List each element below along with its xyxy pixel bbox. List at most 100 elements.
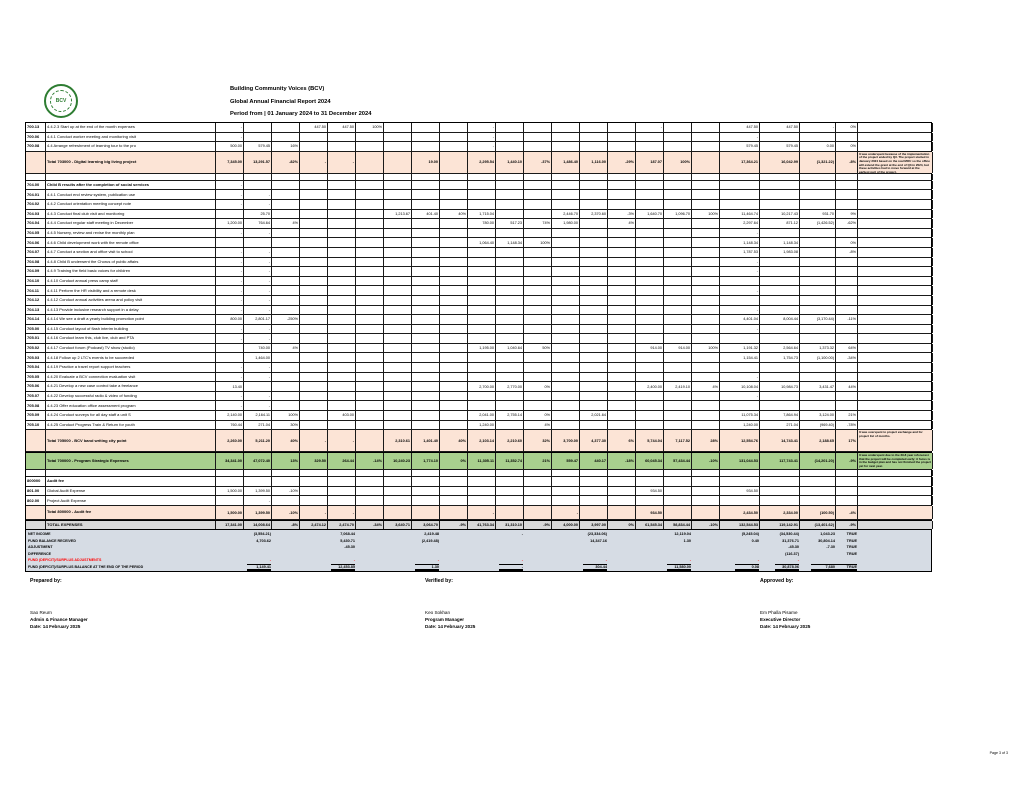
table-cell	[272, 190, 300, 199]
table-cell: 2,755.14	[496, 411, 524, 420]
table-cell	[552, 334, 580, 343]
note-cell	[858, 521, 933, 529]
table-cell: 2,021.64	[580, 411, 608, 420]
table-cell: 934.50	[720, 486, 760, 496]
table-cell	[300, 486, 328, 496]
table-cell	[608, 247, 636, 257]
table-cell	[440, 334, 468, 343]
table-cell: -	[244, 496, 272, 505]
table-cell: (14,201.20)	[800, 453, 836, 470]
table-cell	[300, 470, 328, 477]
table-cell	[636, 334, 664, 343]
table-cell	[524, 315, 552, 324]
table-cell	[580, 343, 608, 353]
summary-cell: (2,419.48)	[421, 538, 439, 543]
table-cell	[468, 496, 496, 505]
table-cell	[496, 305, 524, 315]
table-cell: Global Audit Expense	[46, 486, 216, 496]
table-cell: -	[244, 401, 272, 411]
table-cell	[800, 324, 836, 334]
table-cell	[496, 372, 524, 382]
note-cell	[858, 496, 933, 505]
table-cell	[384, 286, 412, 295]
table-cell	[412, 286, 440, 295]
table-cell: 32%	[524, 430, 552, 452]
signature-name: Keo Sokhan	[425, 610, 451, 615]
table-cell: 4,401.04	[720, 315, 760, 324]
table-cell: -9%	[836, 453, 858, 470]
table-cell	[356, 190, 384, 199]
table-cell	[836, 334, 858, 343]
table-cell	[272, 180, 300, 190]
table-cell	[440, 180, 468, 190]
table-cell	[272, 305, 300, 315]
table-cell	[328, 247, 356, 257]
table-cell: -	[216, 247, 244, 257]
table-cell: 4,377.30	[580, 430, 608, 452]
summary-label: FUND BALANCE RECEIVED	[28, 538, 76, 543]
table-cell	[720, 199, 760, 209]
table-row: 704.08 4.4.8 Child B underwent the Chorus…	[26, 257, 933, 268]
summary-cell: -	[437, 558, 439, 563]
table-cell: 579.45	[244, 142, 272, 151]
table-cell: 705.10	[26, 420, 46, 430]
table-cell	[216, 496, 244, 505]
table-row: 800000 Audit fee	[26, 477, 933, 487]
table-cell: 30%	[272, 420, 300, 430]
table-cell: -	[552, 506, 580, 519]
table-cell: -	[216, 305, 244, 315]
table-cell	[356, 506, 384, 519]
table-cell: -9%	[440, 521, 468, 529]
table-cell	[300, 363, 328, 372]
summary-cell: 2,419.48	[424, 531, 439, 536]
financial-table: 700.13 4.4.2.3 Start up at the end of the…	[25, 122, 933, 572]
table-cell: -	[300, 430, 328, 452]
note-cell	[858, 315, 933, 324]
table-cell	[412, 190, 440, 199]
table-cell	[272, 496, 300, 505]
table-cell: 517.23	[496, 219, 524, 228]
table-cell: 2,295.54	[468, 151, 496, 173]
summary-label: DIFFERENCE	[28, 551, 51, 556]
summary-cell: TRUE	[833, 563, 858, 571]
table-cell	[356, 219, 384, 228]
table-cell	[300, 257, 328, 267]
table-cell: 329.50	[300, 453, 328, 470]
table-cell	[800, 391, 836, 401]
table-cell	[440, 305, 468, 315]
table-cell	[524, 363, 552, 372]
table-cell: 34,341.00	[216, 453, 244, 470]
table-cell: -	[800, 123, 836, 132]
page-number: Page 3 of 3	[989, 751, 1008, 755]
table-cell: -	[720, 324, 760, 334]
table-cell: 1,148.34	[760, 238, 800, 247]
table-cell: 271.04	[244, 420, 272, 430]
table-cell	[412, 401, 440, 411]
table-cell	[524, 286, 552, 295]
note-cell	[858, 257, 933, 267]
table-cell	[412, 420, 440, 430]
table-cell	[384, 238, 412, 247]
table-cell	[384, 506, 412, 519]
table-cell: -10%	[692, 521, 720, 529]
table-cell	[692, 470, 720, 477]
table-cell	[580, 382, 608, 391]
table-cell	[552, 486, 580, 496]
table-cell	[636, 247, 664, 257]
table-cell	[760, 257, 800, 267]
table-cell: 764.64	[244, 219, 272, 228]
table-cell: 16%	[272, 142, 300, 151]
table-cell	[664, 199, 692, 209]
table-cell: 10,108.04	[720, 382, 760, 391]
table-cell	[272, 267, 300, 276]
note-cell	[858, 486, 933, 496]
table-cell: Project Audit Expense	[46, 496, 216, 505]
table-cell	[580, 353, 608, 363]
table-cell	[300, 276, 328, 286]
table-cell: 31,310.10	[496, 521, 524, 529]
table-row: 700.08 4.4 Arrange refreshment of learnin…	[26, 142, 933, 152]
table-cell	[244, 123, 272, 132]
table-cell	[412, 372, 440, 382]
table-cell: 705.03	[26, 353, 46, 363]
table-cell: 4,000.00	[552, 521, 580, 529]
